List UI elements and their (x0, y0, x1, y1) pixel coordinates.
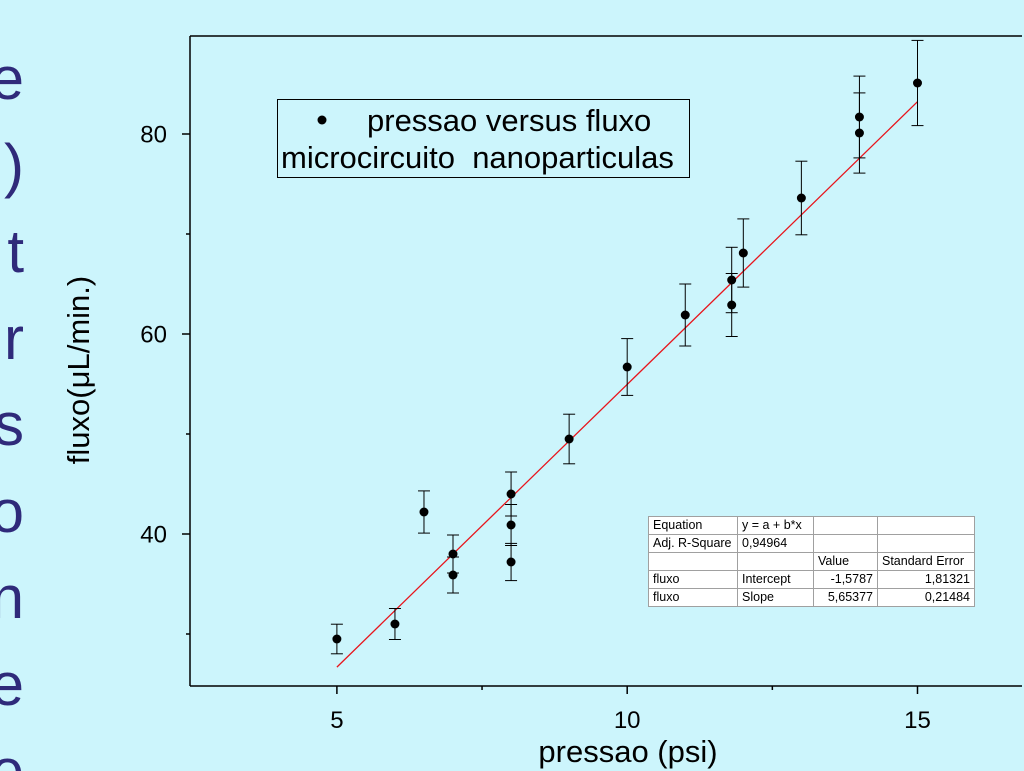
side-text-fragment: e (0, 45, 24, 112)
data-point (680, 310, 690, 320)
empty-cell (813, 534, 878, 553)
slide-side-text: e ) t r s o n e e (0, 0, 24, 771)
empty-cell (813, 516, 878, 535)
y-tick-label: 60 (140, 322, 167, 349)
intercept-value-cell: -1,5787 (813, 570, 878, 589)
legend-box (277, 99, 690, 178)
data-point (448, 549, 458, 559)
data-point (622, 362, 632, 372)
data-point (332, 634, 342, 644)
fit-statistics-table: Equation y = a + b*x Adj. R-Square 0,949… (648, 516, 975, 607)
data-point (854, 128, 864, 138)
y-tick-label: 80 (140, 122, 167, 149)
x-axis-title: pressao (psi) (538, 734, 717, 769)
plot-frame (189, 35, 1022, 687)
side-text-fragment: n (0, 564, 24, 631)
series-layer (330, 39, 924, 655)
side-text-fragment: e (0, 737, 24, 771)
data-point (738, 248, 748, 258)
data-point (506, 557, 516, 567)
legend: pressao versus fluxo microcircuito nanop… (277, 99, 690, 178)
legend-marker (317, 115, 327, 125)
side-text-fragment: s (0, 391, 24, 458)
intercept-dataset-cell: fluxo (648, 570, 738, 589)
table-row-equation: Equation y = a + b*x (648, 516, 975, 535)
x-tick-label: 15 (904, 707, 931, 734)
data-point (419, 507, 429, 517)
data-point (506, 489, 516, 499)
data-point (727, 300, 737, 310)
slope-label-cell: Slope (737, 588, 814, 607)
intercept-label-cell: Intercept (737, 570, 814, 589)
equation-label-cell: Equation (648, 516, 738, 535)
empty-cell (737, 552, 814, 571)
value-header-cell: Value (813, 552, 878, 571)
table-row-header: Value Standard Error (648, 552, 975, 571)
data-point (506, 520, 516, 530)
equation-value-cell: y = a + b*x (737, 516, 814, 535)
data-point (390, 619, 400, 629)
slope-error-cell: 0,21484 (877, 588, 975, 607)
empty-cell (648, 552, 738, 571)
y-tick-label: 40 (140, 522, 167, 549)
y-axis-title: fluxo(μL/min.) (61, 276, 96, 464)
data-point (796, 193, 806, 203)
intercept-error-cell: 1,81321 (877, 570, 975, 589)
table-row-adj-r-square: Adj. R-Square 0,94964 (648, 534, 975, 553)
standard-error-header-cell: Standard Error (877, 552, 975, 571)
side-text-fragment: t (7, 218, 24, 285)
side-text-fragment: r (4, 304, 24, 372)
table-row-intercept: fluxo Intercept -1,5787 1,81321 (648, 570, 975, 589)
slope-dataset-cell: fluxo (648, 588, 738, 607)
side-text-fragment: ) (4, 131, 24, 199)
table-row-slope: fluxo Slope 5,65377 0,21484 (648, 588, 975, 607)
adj-r-square-label-cell: Adj. R-Square (648, 534, 738, 553)
slope-value-cell: 5,65377 (813, 588, 878, 607)
x-tick-label: 5 (330, 707, 343, 734)
side-text-fragment: e (0, 650, 24, 718)
empty-cell (877, 516, 975, 535)
legend-entry-line-1: pressao versus fluxo (367, 103, 651, 138)
data-point (564, 434, 574, 444)
data-point (912, 78, 922, 88)
adj-r-square-value-cell: 0,94964 (737, 534, 814, 553)
axis-ticks: 5 10 15 40 60 80 (140, 122, 931, 735)
side-text-fragment: o (0, 477, 24, 545)
empty-cell (877, 534, 975, 553)
legend-entry-line-2: microcircuito nanoparticulas (281, 140, 674, 175)
data-point (448, 570, 458, 580)
x-tick-label: 10 (614, 707, 641, 734)
